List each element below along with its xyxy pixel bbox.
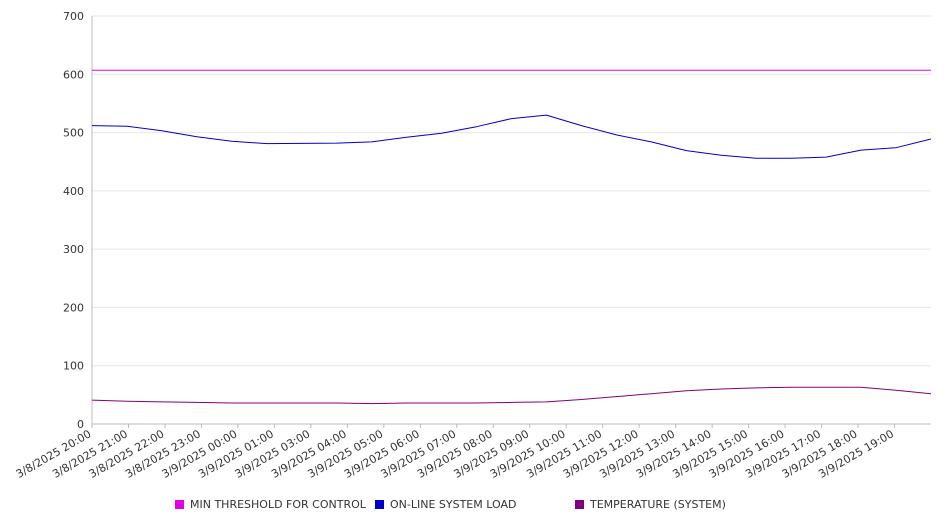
y-tick-label: 200 — [63, 301, 84, 314]
y-tick-label: 100 — [63, 360, 84, 373]
series-lines — [91, 69, 932, 405]
legend: MIN THRESHOLD FOR CONTROL ON-LINE SYSTEM… — [0, 498, 946, 514]
legend-swatch-min-threshold — [175, 500, 184, 509]
y-tick-label: 0 — [77, 418, 84, 431]
gridlines — [92, 15, 931, 367]
legend-swatch-system-load — [375, 500, 384, 509]
legend-item-temperature: TEMPERATURE (SYSTEM) — [575, 498, 726, 511]
system-load-line — [91, 114, 932, 159]
y-tick-label: 700 — [63, 10, 84, 23]
x-tick-labels: 3/8/2025 20:003/8/2025 21:003/8/2025 22:… — [14, 427, 896, 481]
temperature-line — [91, 386, 932, 405]
legend-label-min-threshold: MIN THRESHOLD FOR CONTROL — [190, 498, 366, 511]
y-tick-labels: 0 100 200 300 400 500 600 700 — [63, 10, 84, 431]
y-tick-label: 400 — [63, 185, 84, 198]
axes — [91, 16, 931, 428]
y-tick-label: 500 — [63, 127, 84, 140]
y-tick-label: 300 — [63, 243, 84, 256]
legend-item-min-threshold: MIN THRESHOLD FOR CONTROL — [175, 498, 366, 511]
legend-label-system-load: ON-LINE SYSTEM LOAD — [390, 498, 517, 511]
legend-label-temperature: TEMPERATURE (SYSTEM) — [590, 498, 726, 511]
legend-item-system-load: ON-LINE SYSTEM LOAD — [375, 498, 516, 511]
y-tick-label: 600 — [63, 68, 84, 81]
legend-swatch-temperature — [575, 500, 584, 509]
